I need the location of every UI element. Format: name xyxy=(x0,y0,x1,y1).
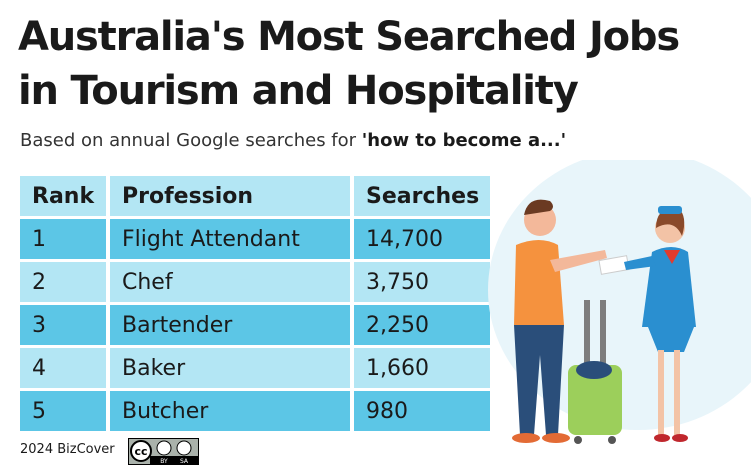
column-header: Profession xyxy=(110,176,350,216)
table-cell: 3,750 xyxy=(354,262,490,302)
table-cell: 1 xyxy=(20,219,106,259)
table-cell: Chef xyxy=(110,262,350,302)
table-cell: 5 xyxy=(20,391,106,431)
column-header: Searches xyxy=(354,176,490,216)
license-badge: cc BY SA xyxy=(128,438,199,465)
subtitle: Based on annual Google searches for 'how… xyxy=(20,130,566,151)
subtitle-text: Based on annual Google searches for xyxy=(20,130,362,151)
table-cell: Baker xyxy=(110,348,350,388)
table-cell: 2,250 xyxy=(354,305,490,345)
table-cell: Butcher xyxy=(110,391,350,431)
source: 2024 BizCover xyxy=(20,442,115,457)
column-header: Rank xyxy=(20,176,106,216)
title: in Tourism and Hospitality xyxy=(18,68,579,114)
table-cell: 4 xyxy=(20,348,106,388)
table-cell: Bartender xyxy=(110,305,350,345)
table-cell: Flight Attendant xyxy=(110,219,350,259)
license-text: cc xyxy=(134,445,147,458)
table-cell: 3 xyxy=(20,305,106,345)
subtitle-emphasis: 'how to become a...' xyxy=(361,130,567,151)
table-cell: 1,660 xyxy=(354,348,490,388)
license-text: SA xyxy=(180,458,189,465)
title: Australia's Most Searched Jobs xyxy=(18,14,680,60)
table-cell: 14,700 xyxy=(354,219,490,259)
table: Rank Profession Searches 1 Flight Attendant 1… xyxy=(20,176,490,431)
table-cell: 980 xyxy=(354,391,490,431)
table-cell: 2 xyxy=(20,262,106,302)
illustration xyxy=(488,160,751,444)
license-text: BY xyxy=(160,458,168,465)
